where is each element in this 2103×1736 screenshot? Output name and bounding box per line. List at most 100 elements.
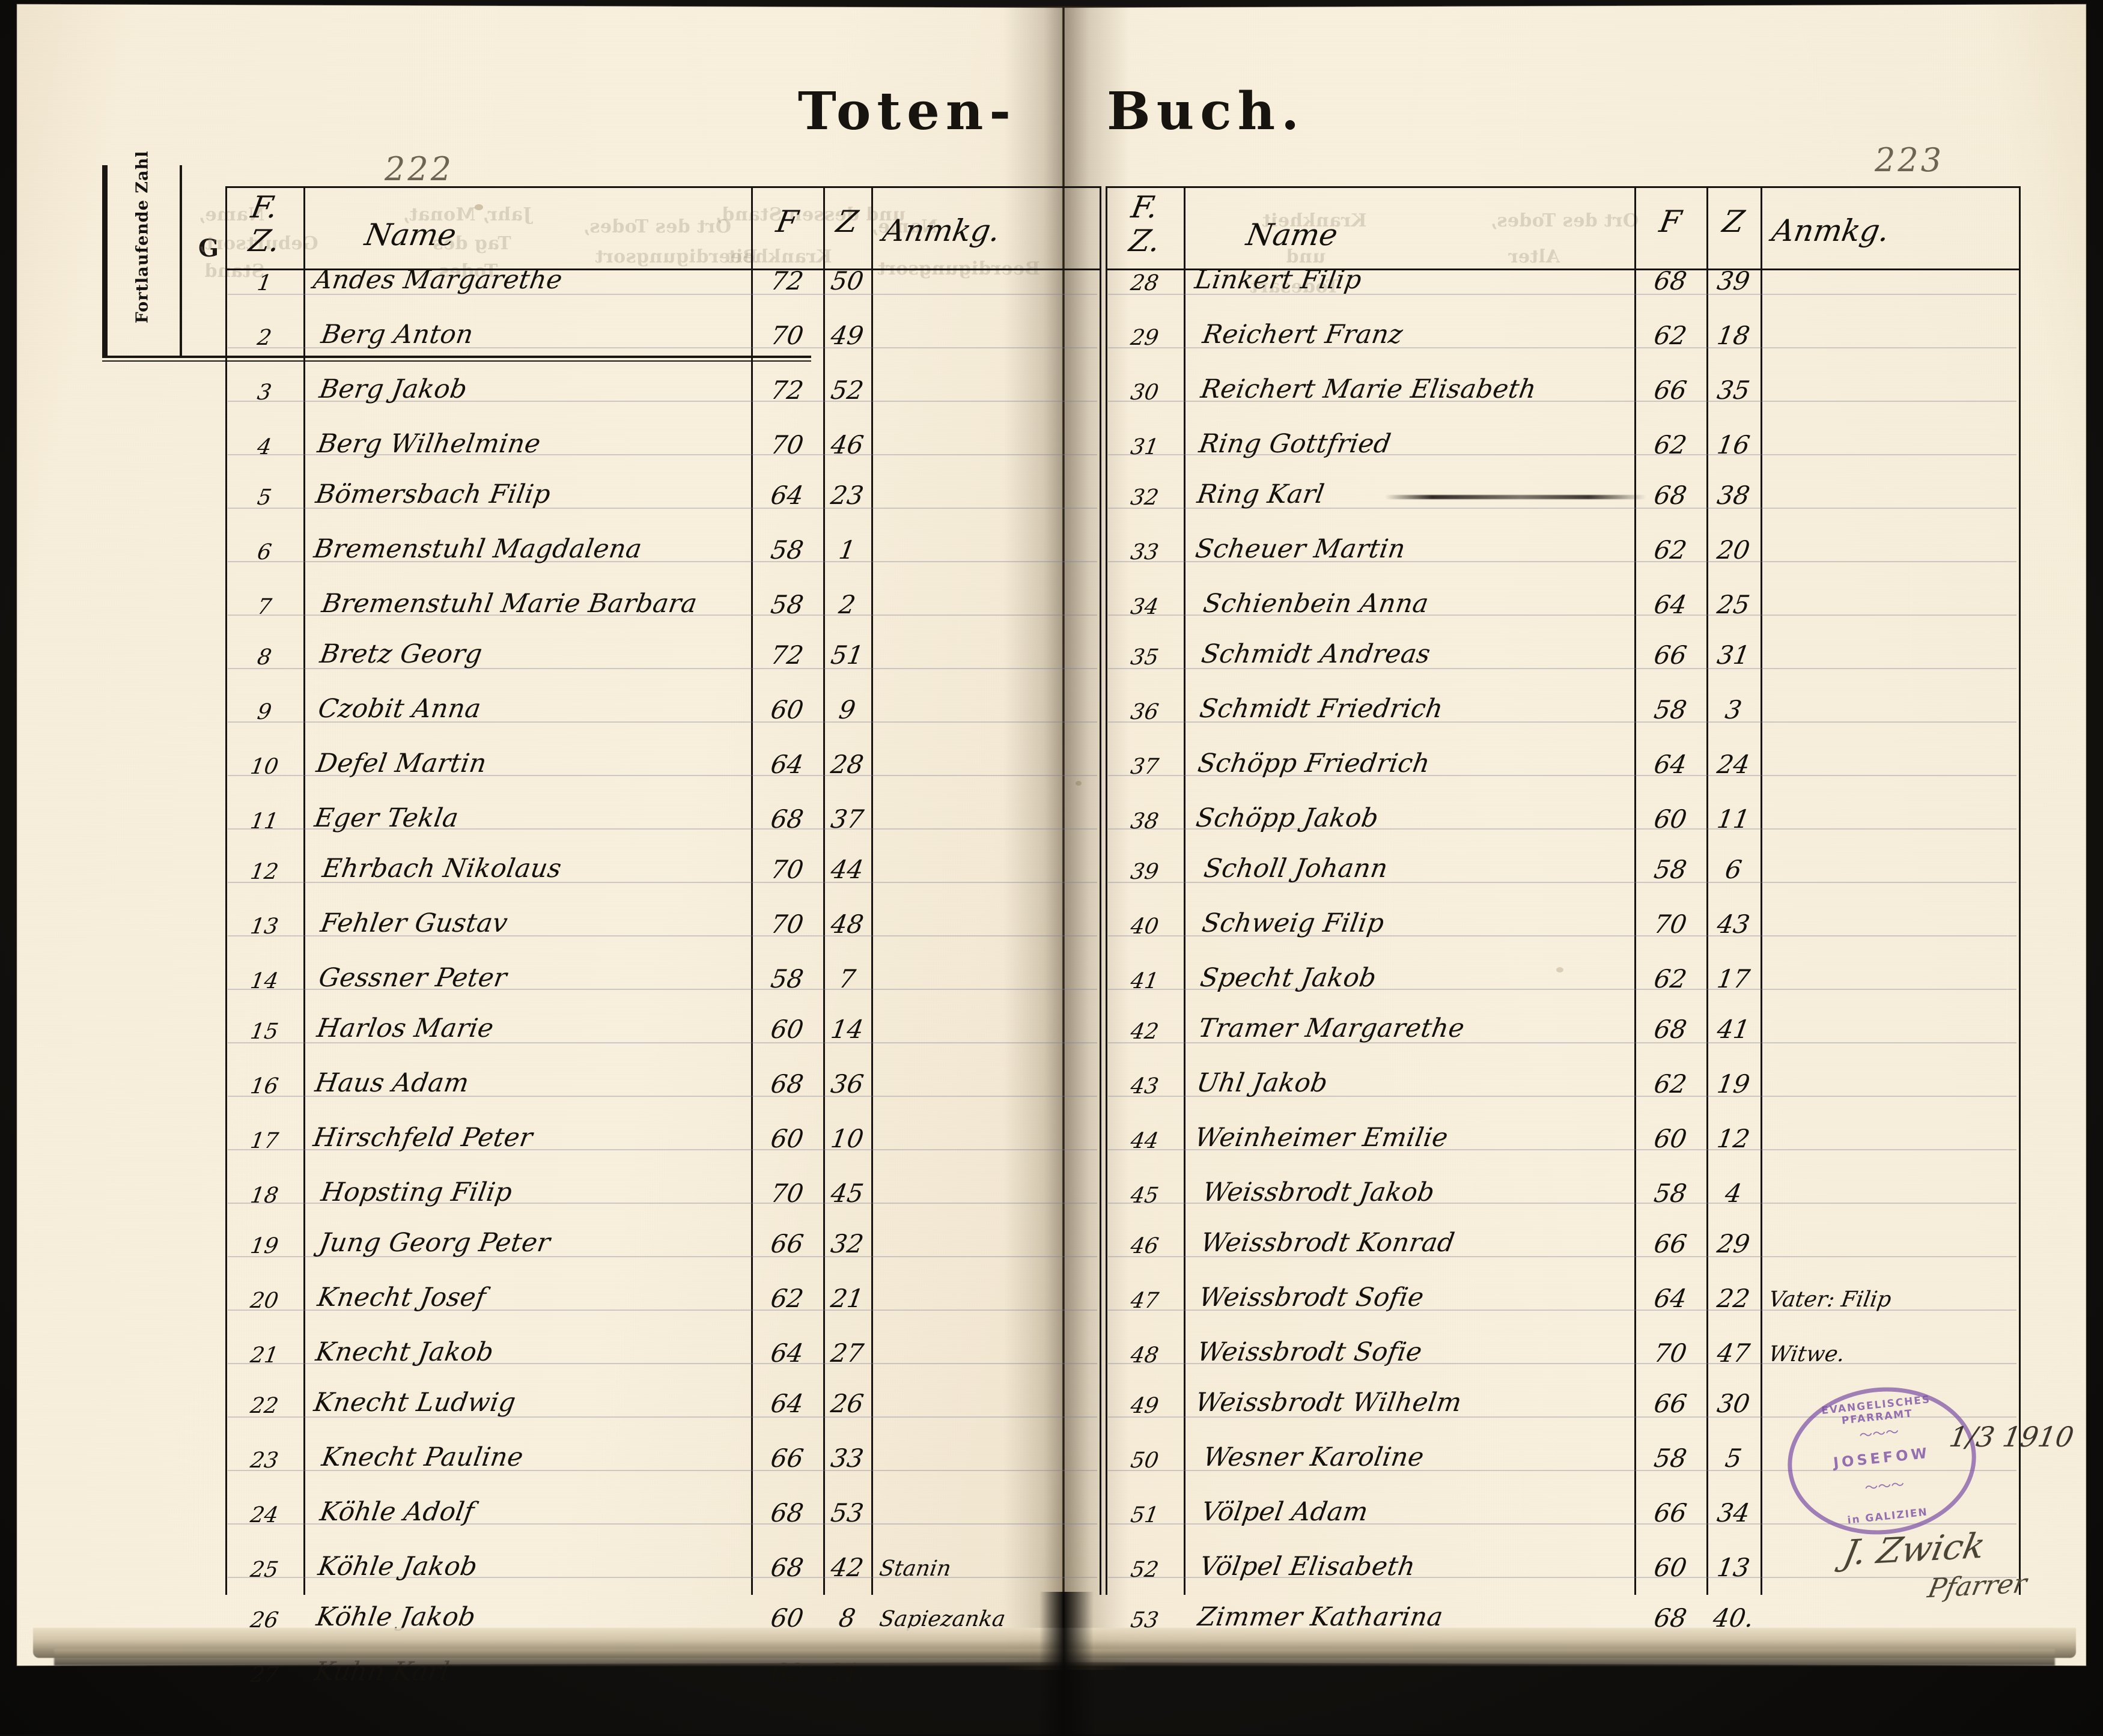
row-note: Stanin xyxy=(877,1556,953,1581)
row-rule xyxy=(228,1470,1097,1471)
row-rule xyxy=(228,615,1097,616)
row-name: Völpel Elisabeth xyxy=(1198,1552,1418,1582)
row-value-z: 3 xyxy=(1723,695,1744,724)
row-value-z: 51 xyxy=(829,640,866,670)
row-name: Uhl Jakob xyxy=(1195,1068,1330,1098)
row-name: Schöpp Jakob xyxy=(1194,803,1381,833)
row-rule xyxy=(1108,508,2016,509)
row-value-f: 58 xyxy=(768,535,806,565)
row-rule xyxy=(1108,668,2016,669)
row-name: Köhle Adolf xyxy=(318,1497,476,1527)
row-value-f: 72 xyxy=(768,375,806,405)
row-name: Reichert Marie Elisabeth xyxy=(1199,374,1539,404)
row-name: Harlos Marie xyxy=(315,1013,496,1043)
row-index: 11 xyxy=(248,809,281,834)
row-rule xyxy=(1108,882,2016,883)
row-value-f: 60 xyxy=(768,695,806,724)
row-value-f: 60 xyxy=(768,1015,806,1044)
row-rule xyxy=(228,1523,1097,1525)
row-name: Reichert Franz xyxy=(1201,320,1405,350)
row-value-z: 21 xyxy=(829,1284,866,1313)
row-name: Berg Jakob xyxy=(317,374,470,404)
row-value-f: 66 xyxy=(1652,1229,1689,1258)
column-divider xyxy=(1761,186,1762,1595)
row-rule xyxy=(228,401,1097,402)
column-divider xyxy=(225,186,227,1595)
row-name: Berg Anton xyxy=(319,320,476,350)
row-name: Weissbrodt Sofie xyxy=(1195,1337,1425,1367)
row-value-z: 27 xyxy=(829,1338,866,1368)
row-rule xyxy=(1108,561,2016,562)
row-name: Berg Wilhelmine xyxy=(315,429,543,459)
row-index: 2 xyxy=(255,326,273,350)
row-value-z: 7 xyxy=(836,964,858,994)
row-name: Knecht Jakob xyxy=(314,1337,496,1367)
column-divider xyxy=(823,186,825,1595)
column-divider xyxy=(1106,186,1107,1595)
row-name: Weinheimer Emilie xyxy=(1193,1123,1450,1153)
row-note: Witwe. xyxy=(1767,1342,1847,1367)
row-rule xyxy=(228,989,1097,990)
row-value-f: 70 xyxy=(768,855,806,884)
row-value-z: 16 xyxy=(1715,430,1752,460)
column-divider xyxy=(1706,186,1708,1595)
row-value-z: 42 xyxy=(829,1553,866,1582)
row-value-z: 10 xyxy=(829,1124,866,1153)
row-value-f: 70 xyxy=(1652,909,1689,939)
row-value-z: 1 xyxy=(836,535,858,565)
certification-date: 1/3 1910 xyxy=(1947,1421,2077,1453)
row-rule xyxy=(228,1149,1097,1150)
row-rule xyxy=(1108,721,2016,723)
row-index: 32 xyxy=(1128,485,1161,510)
row-value-z: 14 xyxy=(829,1015,866,1044)
row-index: 1 xyxy=(255,271,273,296)
row-index: 51 xyxy=(1128,1503,1161,1528)
title-part-left: Toten- xyxy=(797,81,1017,142)
side-tab-rule xyxy=(102,356,811,362)
row-index: 16 xyxy=(248,1074,281,1099)
column-header-name: Name xyxy=(362,217,459,252)
column-divider xyxy=(1100,186,1101,1595)
row-rule xyxy=(1108,1256,2016,1257)
row-value-z: 12 xyxy=(1715,1124,1752,1153)
row-value-z: 34 xyxy=(1715,1498,1752,1528)
row-index: 31 xyxy=(1128,435,1161,460)
column-divider xyxy=(303,186,305,1595)
row-value-f: 64 xyxy=(1652,1284,1689,1313)
column-header-index-z: Z. xyxy=(246,223,282,258)
row-index: 24 xyxy=(248,1503,281,1528)
row-rule xyxy=(228,347,1097,348)
row-index: 13 xyxy=(248,914,281,939)
row-rule xyxy=(1108,1577,2016,1578)
row-index: 19 xyxy=(248,1234,281,1258)
row-index: 14 xyxy=(248,969,281,994)
row-value-f: 72 xyxy=(768,266,806,296)
row-value-z: 17 xyxy=(1715,964,1752,994)
row-value-z: 36 xyxy=(829,1069,866,1099)
row-value-z: 45 xyxy=(829,1179,866,1208)
row-rule xyxy=(228,882,1097,883)
row-value-f: 64 xyxy=(1652,590,1689,619)
row-rule xyxy=(228,1310,1097,1311)
row-rule xyxy=(1108,828,2016,830)
row-name: Schmidt Andreas xyxy=(1199,639,1433,669)
column-header-note: Anmkg. xyxy=(880,213,1003,248)
row-rule xyxy=(228,1416,1097,1418)
row-index: 28 xyxy=(1128,271,1161,296)
row-value-f: 58 xyxy=(768,590,806,619)
row-index: 10 xyxy=(248,754,281,779)
row-value-z: 53 xyxy=(829,1498,866,1528)
title-part-right: Buch. xyxy=(1107,81,1306,142)
row-rule xyxy=(1108,1149,2016,1150)
column-header-name: Name xyxy=(1243,217,1341,252)
row-rule xyxy=(1108,401,2016,402)
row-rule xyxy=(228,508,1097,509)
row-value-f: 62 xyxy=(1652,535,1689,565)
row-rule xyxy=(1108,1470,2016,1471)
row-value-z: 5 xyxy=(1723,1443,1744,1473)
row-index: 21 xyxy=(248,1343,281,1368)
row-index: 37 xyxy=(1128,754,1161,779)
row-name: Bremenstuhl Magdalena xyxy=(312,534,644,564)
row-name: Fehler Gustav xyxy=(318,908,510,938)
table-top-border xyxy=(1106,186,2019,188)
